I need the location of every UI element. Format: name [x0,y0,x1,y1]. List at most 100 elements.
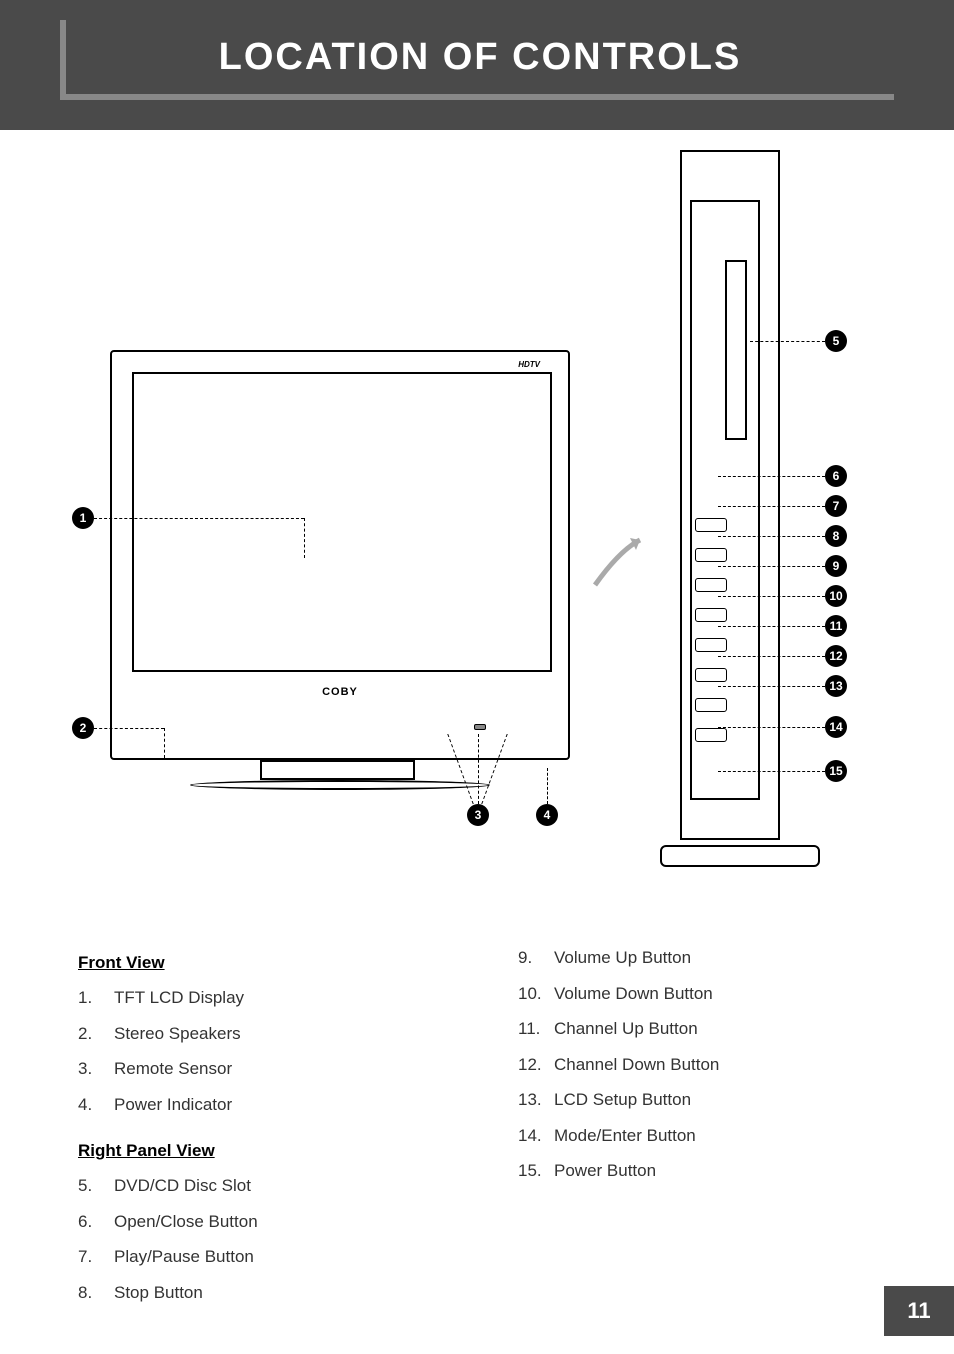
item-label: Play/Pause Button [114,1244,254,1270]
leader-line [750,341,825,342]
item-number: 1. [78,985,114,1011]
item-label: Mode/Enter Button [554,1123,696,1149]
leader-line [718,506,825,507]
leader-line [547,768,548,804]
item-label: Stereo Speakers [114,1021,241,1047]
controls-list-section: Front View 1.TFT LCD Display2.Stereo Spe… [78,945,878,1315]
tv-screen [132,372,552,672]
item-number: 5. [78,1173,114,1199]
right-panel-heading: Right Panel View [78,1141,438,1161]
callout-badge: 12 [825,645,847,667]
item-label: DVD/CD Disc Slot [114,1173,251,1199]
leader-line [94,728,164,729]
leader-line [718,656,825,657]
list-item: 14.Mode/Enter Button [518,1123,878,1149]
tv-front-frame: HDTV COBY [110,350,570,760]
item-label: LCD Setup Button [554,1087,691,1113]
leader-line [718,596,825,597]
tv-stand-neck [260,760,415,780]
item-number: 4. [78,1092,114,1118]
tv-sensor [474,724,486,730]
list-item: 12.Channel Down Button [518,1052,878,1078]
header-inner: LOCATION OF CONTROLS [60,20,894,100]
item-number: 15. [518,1158,554,1184]
item-label: Channel Down Button [554,1052,719,1078]
front-view-items: 1.TFT LCD Display2.Stereo Speakers3.Remo… [78,985,438,1117]
front-view-heading: Front View [78,953,438,973]
tv-brand-label: COBY [322,686,358,698]
side-button [695,638,727,652]
list-item: 7.Play/Pause Button [78,1244,438,1270]
callout-badge: 4 [536,804,558,826]
callout-badge: 9 [825,555,847,577]
leader-line [718,536,825,537]
item-number: 11. [518,1016,554,1042]
item-number: 7. [78,1244,114,1270]
side-button [695,518,727,532]
header-band: LOCATION OF CONTROLS [0,0,954,130]
callout-badge: 10 [825,585,847,607]
callout-badge: 7 [825,495,847,517]
side-button [695,548,727,562]
diagram-area: HDTV COBY 123456789101112131415 [0,140,954,920]
list-item: 3.Remote Sensor [78,1056,438,1082]
item-label: Power Indicator [114,1092,232,1118]
leader-line [94,518,304,519]
item-label: Volume Up Button [554,945,691,971]
callout-badge: 1 [72,507,94,529]
item-number: 8. [78,1280,114,1306]
item-number: 13. [518,1087,554,1113]
item-number: 12. [518,1052,554,1078]
item-label: Remote Sensor [114,1056,232,1082]
item-label: Channel Up Button [554,1016,698,1042]
list-item: 13.LCD Setup Button [518,1087,878,1113]
leader-line [718,626,825,627]
callout-badge: 15 [825,760,847,782]
leader-line [718,771,825,772]
leader-line [718,566,825,567]
callout-badge: 13 [825,675,847,697]
item-number: 2. [78,1021,114,1047]
list-item: 6.Open/Close Button [78,1209,438,1235]
callout-badge: 3 [467,804,489,826]
side-stand [660,845,820,867]
item-label: Power Button [554,1158,656,1184]
list-item: 2.Stereo Speakers [78,1021,438,1047]
leader-line [718,727,825,728]
list-item: 15.Power Button [518,1158,878,1184]
right-panel-items-a: 5.DVD/CD Disc Slot6.Open/Close Button7.P… [78,1173,438,1305]
view-arrow-icon [590,530,650,590]
callout-badge: 14 [825,716,847,738]
item-number: 10. [518,981,554,1007]
list-item: 9.Volume Up Button [518,945,878,971]
item-number: 3. [78,1056,114,1082]
disc-slot [725,260,747,440]
callout-badge: 8 [825,525,847,547]
tv-stand-base [190,780,490,790]
left-column: Front View 1.TFT LCD Display2.Stereo Spe… [78,945,438,1315]
list-item: 8.Stop Button [78,1280,438,1306]
side-button [695,578,727,592]
leader-line [164,728,165,758]
list-item: 5.DVD/CD Disc Slot [78,1173,438,1199]
leader-line [304,518,305,558]
leader-line [718,476,825,477]
item-label: Stop Button [114,1280,203,1306]
item-number: 6. [78,1209,114,1235]
callout-badge: 6 [825,465,847,487]
item-label: TFT LCD Display [114,985,244,1011]
side-button [695,698,727,712]
item-number: 9. [518,945,554,971]
item-label: Open/Close Button [114,1209,258,1235]
list-item: 10.Volume Down Button [518,981,878,1007]
leader-line [718,686,825,687]
page-number: 11 [884,1286,954,1336]
item-label: Volume Down Button [554,981,713,1007]
hdtv-badge: HDTV [518,360,540,369]
list-item: 4.Power Indicator [78,1092,438,1118]
callout-badge: 2 [72,717,94,739]
right-column: 9.Volume Up Button10.Volume Down Button1… [518,945,878,1315]
list-item: 1.TFT LCD Display [78,985,438,1011]
leader-line [478,734,479,804]
list-item: 11.Channel Up Button [518,1016,878,1042]
